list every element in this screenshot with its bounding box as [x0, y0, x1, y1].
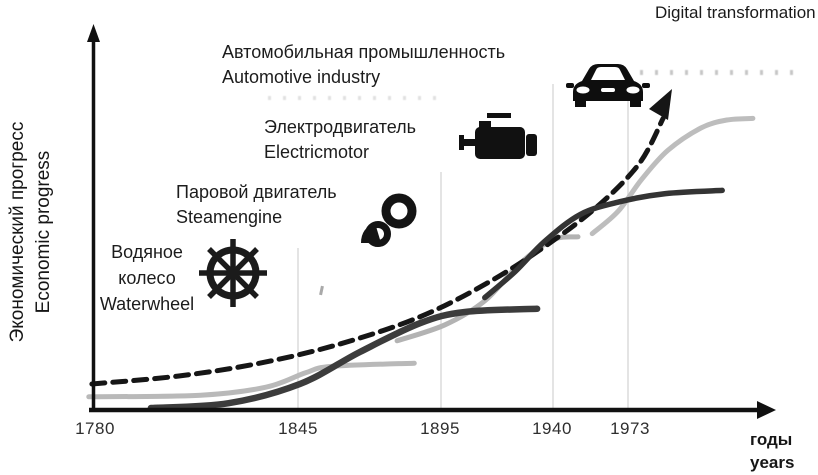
stage-label-electric: Электродвигатель Electricmotor [264, 115, 416, 165]
axis-tick-1845: 1845 [278, 419, 318, 438]
piston-icon [361, 193, 417, 247]
ship-helm-icon [199, 239, 267, 307]
y-axis-arrowhead [87, 24, 100, 42]
stage-label-steam-ru: Паровой двигатель [176, 182, 337, 202]
x-axis-label-en: years [750, 453, 795, 472]
curve-automotive [482, 187, 725, 301]
stage-label-automotive-en: Automotive industry [222, 67, 381, 87]
x-axis-label: годы years [750, 428, 814, 474]
stage-label-digital: Digital transformation [655, 3, 816, 22]
curves [86, 115, 756, 412]
stage-label-automotive-ru: Автомобильная промышленность [222, 42, 506, 62]
stage-label-waterwheel-en: Waterwheel [99, 294, 195, 314]
axis-tick-1973: 1973 [610, 419, 650, 438]
stage-label-waterwheel: Водяное колесо Waterwheel [91, 239, 203, 317]
engine-icon [459, 113, 537, 159]
axis-tick-1895: 1895 [420, 419, 460, 438]
stage-label-electric-en: Electricmotor [264, 142, 370, 162]
curve-electric-motor [394, 234, 581, 344]
car-icon [566, 64, 650, 107]
curve-steam-engine [147, 305, 541, 412]
stage-label-electric-ru: Электродвигатель [264, 117, 417, 137]
axis-tick-1940: 1940 [532, 419, 572, 438]
curve-digital-transformation [589, 115, 756, 237]
envelope-arrowhead [649, 89, 672, 120]
stage-label-waterwheel-ru: Водяное колесо [111, 242, 183, 288]
stage-label-steam: Паровой двигатель Steamengine [176, 180, 337, 230]
erased-text-remnant [640, 70, 796, 75]
curve-waterwheel [86, 360, 417, 400]
curve-progress-envelope [89, 115, 666, 387]
axis-tick-1780: 1780 [75, 419, 115, 438]
erased-text-remnant [268, 96, 446, 100]
x-axis-label-ru: годы [750, 430, 793, 449]
x-axis-arrowhead [757, 401, 776, 419]
stage-label-steam-en: Steamengine [176, 207, 283, 227]
stage-label-automotive: Автомобильная промышленность Automotive … [222, 40, 505, 90]
